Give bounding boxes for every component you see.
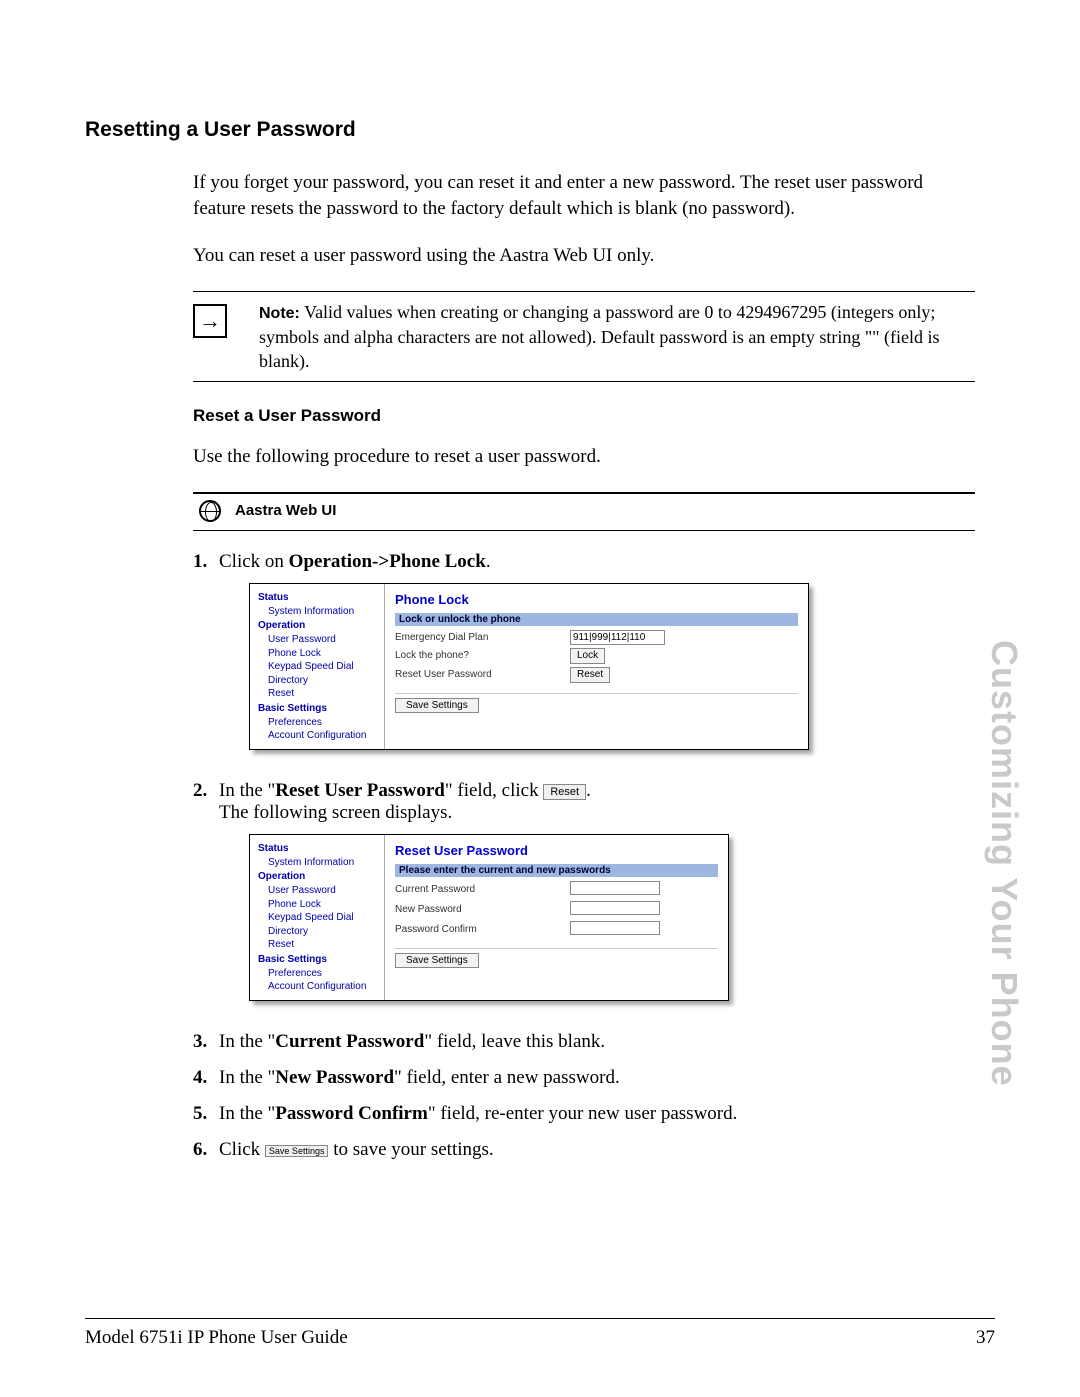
shot1-row3-label: Reset User Password [395,669,570,680]
inline-save-button[interactable]: Save Settings [265,1145,329,1157]
step-3: 3. In the "Current Password" field, leav… [193,1031,975,1053]
step-4: 4. In the "New Password" field, enter a … [193,1067,975,1089]
save-settings-button[interactable]: Save Settings [395,698,479,713]
shot2-sidebar: Status System Information Operation User… [250,835,385,1000]
heading-main: Resetting a User Password [85,118,995,142]
emergency-dial-plan-input[interactable] [570,630,665,645]
sidebar-reset[interactable]: Reset [268,938,380,952]
sidebar-prefs[interactable]: Preferences [268,967,380,981]
para-webui-only: You can reset a user password using the … [193,243,975,269]
sidebar-acct[interactable]: Account Configuration [268,980,380,994]
page-footer: Model 6751i IP Phone User Guide 37 [85,1318,995,1349]
step2-line2: The following screen displays. [219,802,452,823]
ui-header-label: Aastra Web UI [235,502,336,519]
sidebar-status[interactable]: Status [258,592,380,603]
sidebar-directory[interactable]: Directory [268,674,380,688]
sidebar-sysinfo[interactable]: System Information [268,856,380,870]
footer-left: Model 6751i IP Phone User Guide [85,1327,348,1349]
inline-reset-button[interactable]: Reset [543,784,586,800]
footer-page-number: 37 [976,1327,995,1349]
shot2-r2-label: New Password [395,904,570,915]
step-5: 5. In the "Password Confirm" field, re-e… [193,1103,975,1125]
step-1: 1. Click on Operation->Phone Lock. Statu… [193,551,975,750]
password-confirm-input[interactable] [570,921,660,935]
step1-pre: Click on [219,551,289,572]
step2-pre: In the " [219,780,275,801]
sidebar-operation[interactable]: Operation [258,620,380,631]
step2-mid: " field, click [445,780,544,801]
step-2: 2. In the "Reset User Password" field, c… [193,780,975,1001]
shot1-title: Phone Lock [395,592,798,607]
sidebar-reset[interactable]: Reset [268,687,380,701]
lock-button[interactable]: Lock [570,648,605,664]
step2-bold: Reset User Password [275,780,445,801]
shot1-row1-label: Emergency Dial Plan [395,632,570,643]
sidebar-directory[interactable]: Directory [268,925,380,939]
new-password-input[interactable] [570,901,660,915]
step1-bold: Operation->Phone Lock [289,551,486,572]
shot-sidebar: Status System Information Operation User… [250,584,385,749]
heading-sub: Reset a User Password [193,406,975,426]
save-settings-button[interactable]: Save Settings [395,953,479,968]
step2-post: . [586,780,591,801]
sidebar-userpw[interactable]: User Password [268,884,380,898]
note-text: Note: Valid values when creating or chan… [259,300,975,373]
shot1-row2-label: Lock the phone? [395,650,570,661]
note-bold: Note: [259,305,300,322]
side-tab-label: Customizing Your Phone [983,640,1025,1087]
shot2-bar: Please enter the current and new passwor… [395,864,718,877]
reset-button[interactable]: Reset [570,667,610,683]
ui-header-row: Aastra Web UI [193,492,975,531]
note-body: Valid values when creating or changing a… [259,302,940,371]
sidebar-status[interactable]: Status [258,843,380,854]
sidebar-phonelock[interactable]: Phone Lock [268,898,380,912]
screenshot-reset-password: Status System Information Operation User… [249,834,729,1001]
globe-icon [199,500,221,522]
screenshot-phone-lock: Status System Information Operation User… [249,583,809,750]
sidebar-ksd[interactable]: Keypad Speed Dial [268,911,380,925]
sidebar-basic[interactable]: Basic Settings [258,703,380,714]
current-password-input[interactable] [570,881,660,895]
shot1-bar: Lock or unlock the phone [395,613,798,626]
sidebar-prefs[interactable]: Preferences [268,716,380,730]
para-procedure: Use the following procedure to reset a u… [193,444,975,470]
arrow-right-icon: → [193,304,227,338]
sidebar-phonelock[interactable]: Phone Lock [268,647,380,661]
shot2-title: Reset User Password [395,843,718,858]
sidebar-sysinfo[interactable]: System Information [268,605,380,619]
shot2-r3-label: Password Confirm [395,924,570,935]
shot2-r1-label: Current Password [395,884,570,895]
step1-post: . [486,551,491,572]
sidebar-operation[interactable]: Operation [258,871,380,882]
sidebar-basic[interactable]: Basic Settings [258,954,380,965]
step-6: 6. Click Save Settings to save your sett… [193,1139,975,1161]
para-intro: If you forget your password, you can res… [193,170,975,221]
note-block: → Note: Valid values when creating or ch… [193,291,975,382]
sidebar-acct[interactable]: Account Configuration [268,729,380,743]
sidebar-userpw[interactable]: User Password [268,633,380,647]
sidebar-ksd[interactable]: Keypad Speed Dial [268,660,380,674]
